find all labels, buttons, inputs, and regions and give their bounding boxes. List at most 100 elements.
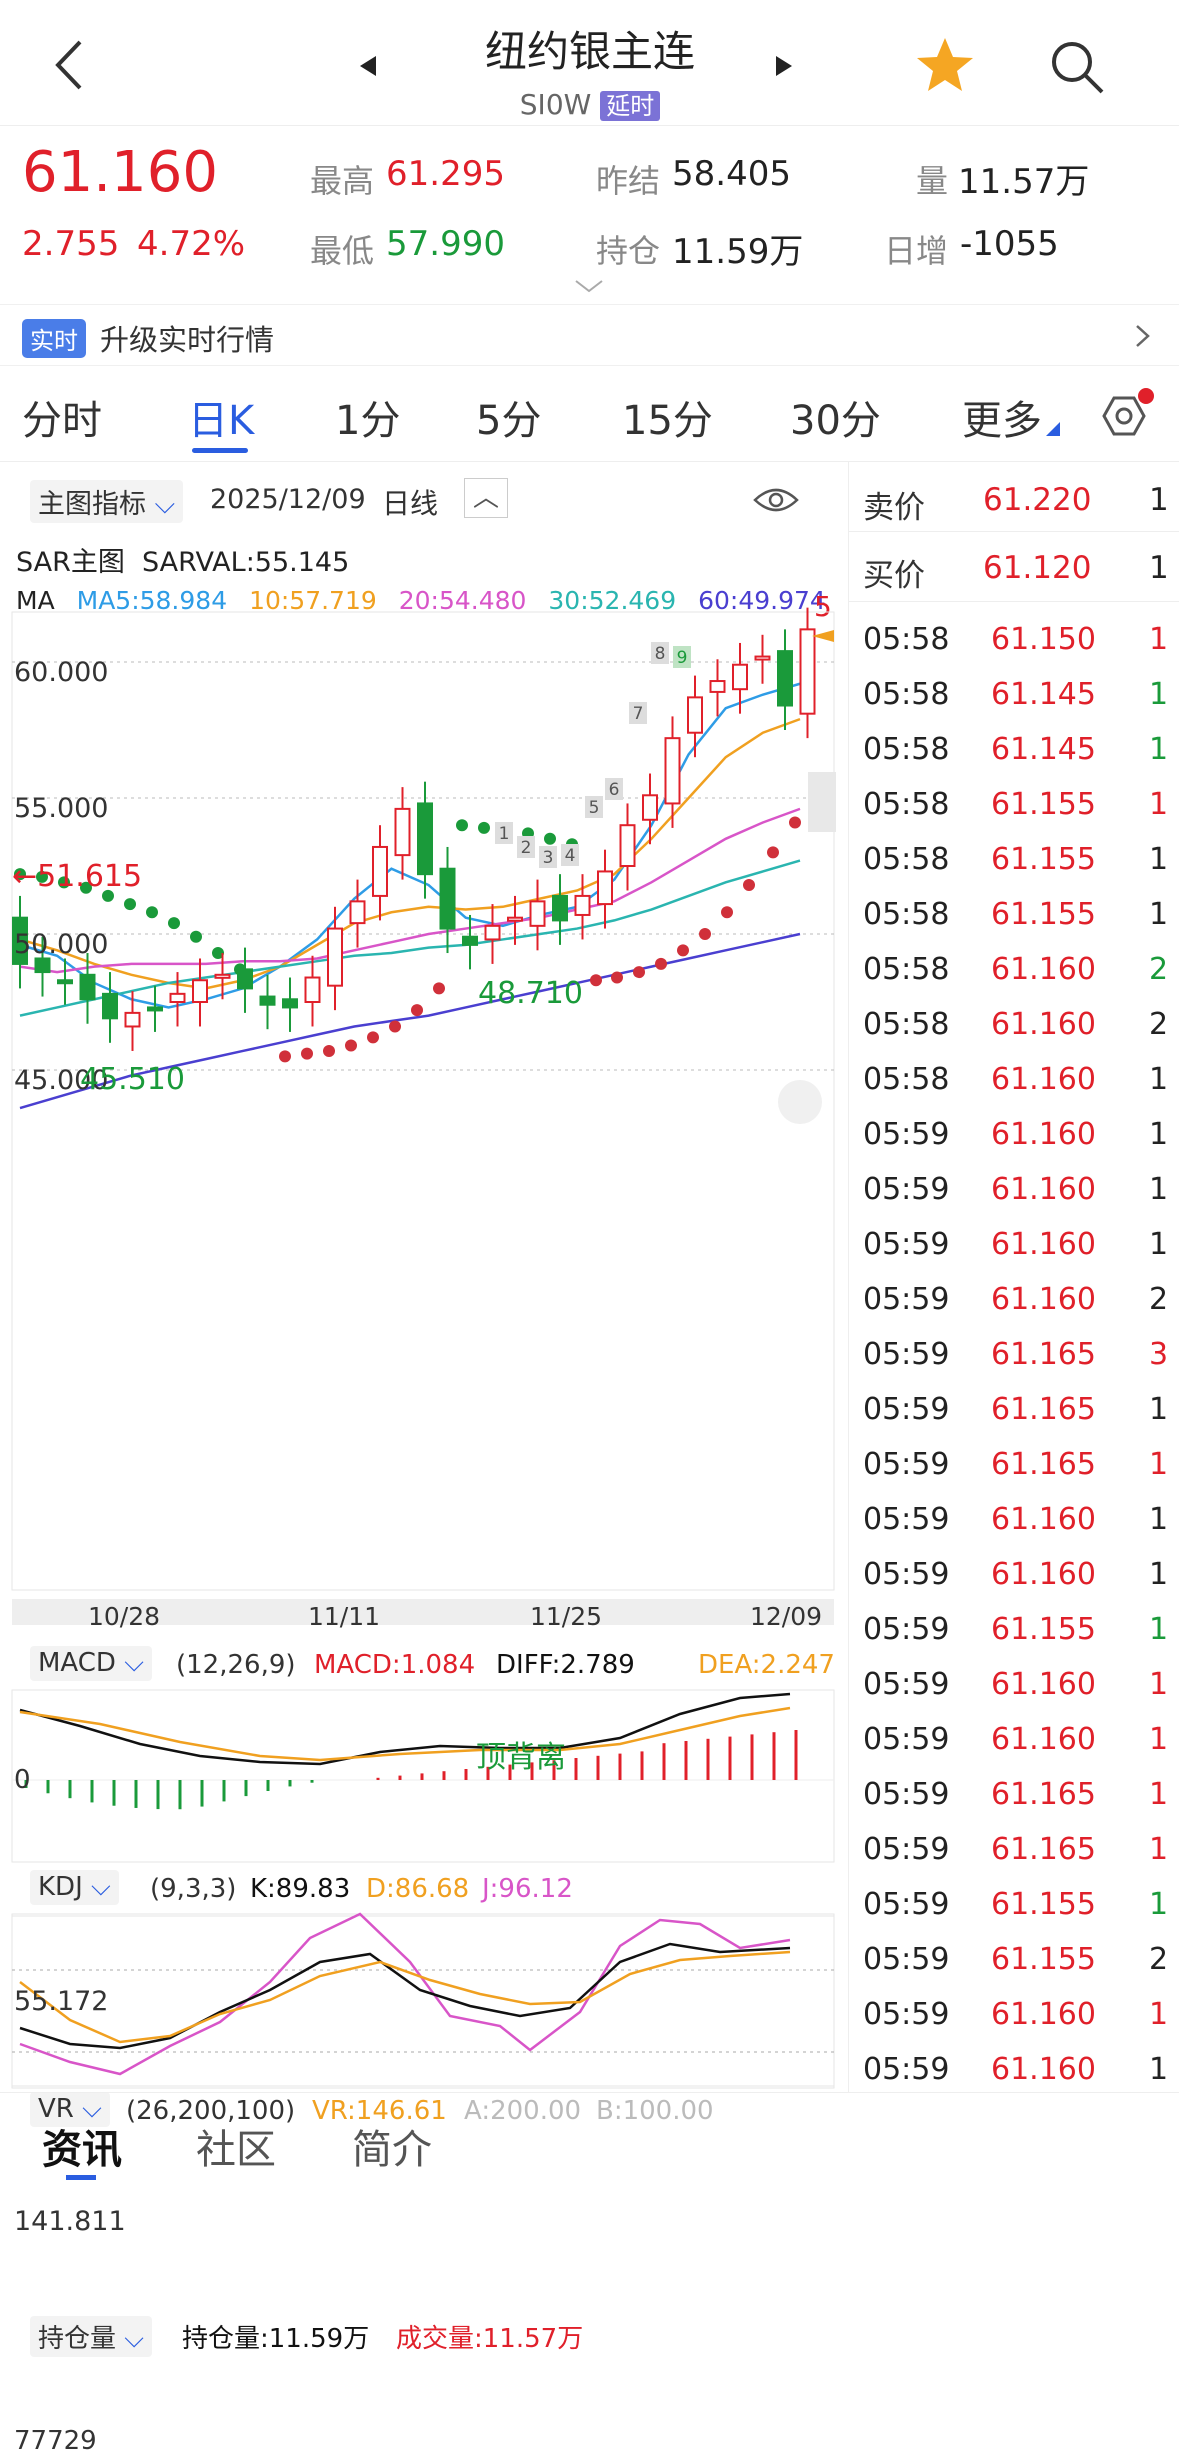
tick-price: 61.160 <box>991 1502 1096 1537</box>
tick-time: 05:59 <box>863 1227 950 1262</box>
y-label-45: 45.000 <box>14 1065 109 1096</box>
sar-dot <box>590 974 602 987</box>
oi-indicator-value: 持仓量:11.59万 <box>182 2324 370 2354</box>
tick-qty: 1 <box>1149 1722 1169 1757</box>
tick-time: 05:59 <box>863 2052 950 2087</box>
tick-qty: 1 <box>1149 677 1169 712</box>
tab-news[interactable]: 资讯 <box>42 2127 122 2173</box>
kdj-j-line <box>19 1912 791 2076</box>
nine-count-box <box>585 796 603 818</box>
low-value: 57.990 <box>386 224 505 264</box>
tick-qty: 1 <box>1149 897 1169 932</box>
tick-price: 61.165 <box>991 1392 1096 1427</box>
tick-qty: 1 <box>1149 622 1169 657</box>
bid-row: 买价 61.120 1 <box>849 540 1179 602</box>
tick-price: 61.160 <box>991 1722 1096 1757</box>
tab-5min[interactable]: 5分 <box>476 398 542 444</box>
header: 纽约银主连 SI0W 延时 <box>0 0 1179 126</box>
tick-price: 61.160 <box>991 1282 1096 1317</box>
tick-price: 61.155 <box>991 842 1096 877</box>
vr-a-value: A:200.00 <box>464 2096 582 2126</box>
nine-count-label: 4 <box>565 846 576 866</box>
tab-more[interactable]: 更多 <box>962 398 1042 444</box>
candle-body <box>507 916 523 922</box>
y-label-55: 55.000 <box>14 793 109 824</box>
candle-body <box>79 973 96 1001</box>
oi-level: 77729 <box>14 2426 97 2456</box>
tab-intro[interactable]: 简介 <box>352 2127 432 2173</box>
tab-community[interactable]: 社区 <box>196 2127 276 2173</box>
nine-count-box <box>539 846 557 868</box>
tick-row: 05:58 61.145 1 <box>849 667 1179 722</box>
high-label: 最高 <box>310 162 375 200</box>
macd-dropdown[interactable]: MACD ⌵ <box>30 1646 152 1681</box>
settings-hex-icon[interactable] <box>1092 386 1156 450</box>
tab-1min[interactable]: 1分 <box>335 398 401 444</box>
sar-dot <box>124 898 136 911</box>
sar-dot <box>168 917 180 930</box>
sar-dot <box>36 870 48 883</box>
fullscreen-icon[interactable] <box>778 1080 822 1124</box>
ask-label: 卖价 <box>863 490 925 526</box>
candle-body <box>642 794 658 821</box>
kdj-dropdown[interactable]: KDJ ⌵ <box>30 1870 119 1905</box>
tick-time: 05:59 <box>863 1502 950 1537</box>
collapse-button[interactable]: ︿ <box>464 478 508 518</box>
upgrade-banner[interactable]: 实时 升级实时行情 <box>0 304 1179 366</box>
oi-dropdown[interactable]: 持仓量 ⌵ <box>30 2316 152 2357</box>
candle-body <box>709 680 726 693</box>
sar-left-mark: ←51.615 <box>12 859 143 894</box>
expand-chevron-icon[interactable] <box>574 278 604 294</box>
time-scrollbar[interactable] <box>12 1599 834 1625</box>
tick-price: 61.145 <box>991 732 1096 767</box>
eye-icon[interactable] <box>752 484 800 516</box>
nine-count-label: 7 <box>633 704 644 724</box>
sar-dot <box>743 879 755 892</box>
sar-dot <box>456 819 468 832</box>
search-icon[interactable] <box>1048 38 1106 96</box>
macd-value: MACD:1.084 <box>314 1650 476 1680</box>
tick-qty: 2 <box>1149 1942 1169 1977</box>
nine-count-label: 2 <box>521 838 532 858</box>
prev-contract-icon[interactable] <box>358 54 378 78</box>
sar-dot <box>80 881 92 894</box>
tick-row: 05:58 61.155 1 <box>849 777 1179 832</box>
tab-15min[interactable]: 15分 <box>622 398 713 444</box>
sar-dot <box>58 876 70 889</box>
candle-body <box>349 900 366 925</box>
macd-diff-line <box>19 1692 791 1766</box>
tab-intraday[interactable]: 分时 <box>22 398 102 444</box>
chart-date: 2025/12/09 <box>210 484 366 515</box>
sar-dot <box>301 1047 313 1060</box>
next-contract-icon[interactable] <box>774 54 794 78</box>
tick-row: 05:59 61.160 1 <box>849 1547 1179 1602</box>
diff-value: DIFF:2.789 <box>496 1650 635 1680</box>
vr-dropdown[interactable]: VR ⌵ <box>30 2092 110 2127</box>
candle-body <box>529 900 546 927</box>
j-value: J:96.12 <box>482 1874 573 1904</box>
sar-dot <box>367 1031 379 1044</box>
sar-dot <box>655 957 667 970</box>
sar-dot <box>102 889 114 902</box>
favorite-star-icon[interactable] <box>915 36 975 94</box>
tick-row: 05:58 61.145 1 <box>849 722 1179 777</box>
tick-time: 05:59 <box>863 1557 950 1592</box>
tick-row: 05:59 61.160 1 <box>849 2042 1179 2097</box>
volume-label: 量 <box>916 162 949 200</box>
tick-time: 05:59 <box>863 1832 950 1867</box>
last-price: 61.160 <box>22 140 218 205</box>
back-icon[interactable] <box>50 38 86 92</box>
sar-dot <box>633 966 645 979</box>
tick-row: 05:59 61.165 1 <box>849 1822 1179 1877</box>
tab-30min[interactable]: 30分 <box>790 398 881 444</box>
oi-volume-value: 成交量:11.57万 <box>396 2324 584 2354</box>
sar-dot <box>611 971 623 984</box>
tick-qty: 1 <box>1149 1117 1169 1152</box>
side-scroll-handle[interactable] <box>808 772 836 832</box>
main-indicator-dropdown[interactable]: 主图指标 ⌵ <box>30 480 184 523</box>
contract-code: SI0W 延时 <box>420 86 760 121</box>
tick-qty: 2 <box>1149 1007 1169 1042</box>
tab-daily-k[interactable]: 日K <box>188 398 255 444</box>
low-mark-2: 48.710 <box>478 976 583 1011</box>
